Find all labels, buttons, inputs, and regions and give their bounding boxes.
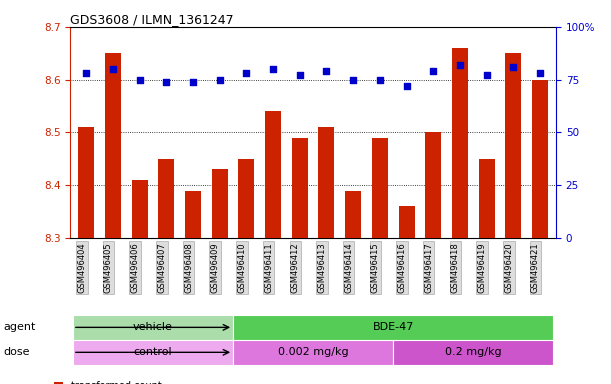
Bar xyxy=(238,159,254,238)
Text: 0.002 mg/kg: 0.002 mg/kg xyxy=(278,347,348,358)
Point xyxy=(241,70,251,76)
Bar xyxy=(78,127,94,238)
Bar xyxy=(393,340,554,365)
Point xyxy=(161,79,171,85)
Bar xyxy=(318,127,334,238)
Bar xyxy=(158,159,174,238)
Bar xyxy=(131,180,148,238)
Point xyxy=(508,64,518,70)
Bar xyxy=(398,207,414,238)
Text: GSM496416: GSM496416 xyxy=(398,242,406,293)
Text: GSM496418: GSM496418 xyxy=(451,242,460,293)
Bar xyxy=(212,169,228,238)
Text: agent: agent xyxy=(3,322,35,333)
Bar xyxy=(372,138,388,238)
Text: GSM496408: GSM496408 xyxy=(184,242,193,293)
Point xyxy=(108,66,118,72)
Text: GSM496406: GSM496406 xyxy=(131,242,140,293)
Bar xyxy=(505,53,521,238)
Bar xyxy=(73,340,233,365)
Text: GSM496410: GSM496410 xyxy=(238,242,246,293)
Point xyxy=(188,79,198,85)
Bar xyxy=(532,79,548,238)
Text: GSM496413: GSM496413 xyxy=(318,242,326,293)
Text: GSM496405: GSM496405 xyxy=(104,242,113,293)
Bar xyxy=(233,315,554,340)
Point xyxy=(215,76,225,83)
Text: GSM496419: GSM496419 xyxy=(478,242,486,293)
Text: BDE-47: BDE-47 xyxy=(373,322,414,333)
Bar xyxy=(265,111,281,238)
Text: vehicle: vehicle xyxy=(133,322,173,333)
Point xyxy=(268,66,278,72)
Point xyxy=(81,70,91,76)
Bar xyxy=(345,190,361,238)
Text: GSM496409: GSM496409 xyxy=(211,242,220,293)
Text: control: control xyxy=(134,347,172,358)
Text: GSM496420: GSM496420 xyxy=(504,242,513,293)
Text: dose: dose xyxy=(3,347,29,358)
Text: GSM496412: GSM496412 xyxy=(291,242,300,293)
Point xyxy=(428,68,438,74)
Text: GSM496404: GSM496404 xyxy=(77,242,86,293)
Bar xyxy=(73,315,233,340)
Bar xyxy=(478,159,495,238)
Point xyxy=(295,73,305,79)
Text: GSM496415: GSM496415 xyxy=(371,242,380,293)
Legend: transformed count, percentile rank within the sample: transformed count, percentile rank withi… xyxy=(54,381,236,384)
Text: GSM496411: GSM496411 xyxy=(264,242,273,293)
Text: 0.2 mg/kg: 0.2 mg/kg xyxy=(445,347,502,358)
Point xyxy=(135,76,145,83)
Point xyxy=(455,62,465,68)
Bar xyxy=(233,340,393,365)
Bar xyxy=(425,132,441,238)
Point xyxy=(321,68,331,74)
Point xyxy=(401,83,411,89)
Text: GSM496421: GSM496421 xyxy=(531,242,540,293)
Point xyxy=(481,73,491,79)
Point xyxy=(375,76,385,83)
Point xyxy=(535,70,545,76)
Bar xyxy=(185,190,201,238)
Text: GSM496417: GSM496417 xyxy=(424,242,433,293)
Text: GDS3608 / ILMN_1361247: GDS3608 / ILMN_1361247 xyxy=(70,13,234,26)
Bar xyxy=(292,138,308,238)
Bar xyxy=(452,48,468,238)
Bar xyxy=(105,53,121,238)
Text: GSM496414: GSM496414 xyxy=(344,242,353,293)
Point xyxy=(348,76,358,83)
Text: GSM496407: GSM496407 xyxy=(158,242,166,293)
